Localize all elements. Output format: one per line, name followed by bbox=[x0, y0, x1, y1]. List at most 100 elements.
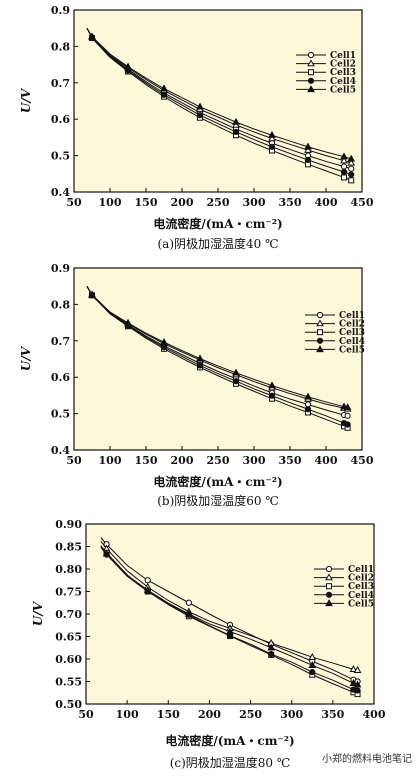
legend-entry: Cell1 bbox=[314, 565, 374, 575]
x-tick-label: 450 bbox=[351, 196, 374, 209]
legend-entry: Cell4 bbox=[296, 77, 356, 87]
x-tick-label: 50 bbox=[78, 708, 94, 721]
legend-marker bbox=[325, 599, 333, 607]
y-axis-label: U/V bbox=[19, 87, 33, 113]
x-tick-label: 250 bbox=[207, 196, 230, 209]
data-point bbox=[348, 165, 355, 172]
series-cell4 bbox=[86, 285, 351, 428]
watermark: 小郑的燃料电池笔记 bbox=[322, 752, 412, 765]
data-point bbox=[268, 381, 276, 389]
x-axis-label: 电流密度/(mA・cm⁻²) bbox=[165, 733, 294, 748]
legend-marker bbox=[326, 583, 332, 590]
x-tick-label: 450 bbox=[351, 454, 374, 467]
data-point bbox=[340, 156, 348, 164]
x-tick-label: 350 bbox=[279, 454, 302, 467]
data-point bbox=[267, 643, 275, 651]
legend-entry: Cell3 bbox=[296, 68, 356, 78]
data-point bbox=[304, 145, 312, 153]
x-tick-label: 200 bbox=[171, 196, 194, 209]
plot-area bbox=[73, 267, 363, 451]
y-tick-label: 0.7 bbox=[51, 77, 70, 90]
data-point bbox=[343, 403, 352, 411]
legend-marker bbox=[325, 573, 333, 581]
y-tick-label: 0.6 bbox=[51, 113, 70, 126]
legend-label: Cell3 bbox=[348, 582, 374, 592]
legend-marker bbox=[307, 51, 315, 59]
data-point bbox=[340, 168, 348, 176]
legend-label: Cell2 bbox=[330, 60, 356, 70]
x-tick-label: 400 bbox=[315, 454, 338, 467]
legend-entry: Cell2 bbox=[314, 573, 374, 584]
data-point bbox=[308, 652, 317, 660]
legend-marker bbox=[317, 329, 323, 336]
data-point bbox=[88, 290, 96, 298]
data-point bbox=[88, 32, 96, 40]
data-point bbox=[232, 368, 240, 376]
series-line bbox=[86, 285, 348, 425]
y-tick-label: 0.70 bbox=[55, 608, 82, 621]
data-point bbox=[143, 585, 152, 593]
data-point bbox=[268, 134, 276, 142]
data-point bbox=[185, 599, 192, 606]
y-tick-label: 0.75 bbox=[55, 586, 82, 599]
series-cell5 bbox=[100, 546, 362, 688]
y-tick-label: 0.9 bbox=[51, 4, 70, 17]
plot-area bbox=[73, 9, 363, 193]
y-axis-label: U/V bbox=[31, 600, 45, 626]
y-tick-label: 0.8 bbox=[51, 298, 70, 311]
legend-marker bbox=[316, 337, 324, 344]
series-line bbox=[86, 285, 348, 417]
data-point bbox=[196, 362, 204, 369]
series-line bbox=[86, 285, 348, 408]
data-point bbox=[160, 338, 168, 345]
data-point bbox=[304, 406, 312, 413]
x-tick-label: 100 bbox=[99, 196, 122, 209]
series-line bbox=[86, 27, 352, 175]
x-axis-label: 电流密度/(mA・cm⁻²) bbox=[153, 474, 282, 489]
panel-caption: (b)阴极加湿温度60 ℃ bbox=[157, 493, 279, 508]
legend-entry: Cell3 bbox=[314, 582, 374, 592]
data-point bbox=[347, 158, 356, 166]
data-point bbox=[344, 421, 351, 428]
y-tick-label: 0.9 bbox=[51, 262, 70, 275]
data-point bbox=[341, 174, 347, 181]
legend-marker bbox=[325, 565, 333, 573]
chart-panel-0: 50 100 150 200 250 300 350 400 450 0.4 0.5 0.6 0.7 0.… bbox=[19, 4, 374, 251]
data-point bbox=[304, 156, 312, 164]
panel-caption: (c)阴极加湿温度80 ℃ bbox=[170, 755, 291, 770]
x-tick-label: 200 bbox=[198, 708, 221, 721]
legend-entry: Cell4 bbox=[314, 591, 374, 601]
legend-label: Cell1 bbox=[330, 51, 356, 61]
data-point bbox=[349, 679, 358, 686]
series-line bbox=[86, 285, 348, 410]
legend-entry: Cell2 bbox=[296, 59, 356, 70]
x-tick-label: 100 bbox=[116, 708, 139, 721]
data-point bbox=[344, 412, 351, 419]
legend-label: Cell3 bbox=[339, 328, 365, 338]
legend-label: Cell5 bbox=[348, 599, 374, 609]
legend-entry: Cell5 bbox=[314, 599, 374, 609]
y-tick-label: 0.6 bbox=[51, 371, 70, 384]
data-point bbox=[160, 344, 168, 351]
data-point bbox=[308, 661, 317, 668]
y-tick-label: 0.80 bbox=[55, 563, 82, 576]
y-tick-label: 0.55 bbox=[55, 676, 82, 689]
x-axis-label: 电流密度/(mA・cm⁻²) bbox=[153, 216, 282, 231]
x-tick-label: 350 bbox=[279, 196, 302, 209]
data-point bbox=[196, 354, 204, 362]
legend-label: Cell1 bbox=[339, 311, 365, 321]
x-tick-label: 300 bbox=[280, 708, 303, 721]
y-tick-label: 0.4 bbox=[51, 186, 70, 199]
series-line bbox=[86, 285, 348, 429]
x-tick-label: 250 bbox=[207, 454, 230, 467]
data-point bbox=[268, 143, 276, 150]
data-point bbox=[232, 128, 240, 136]
legend-entry: Cell5 bbox=[305, 345, 365, 355]
legend-label: Cell3 bbox=[330, 68, 356, 78]
data-point bbox=[340, 163, 348, 170]
y-axis-label: U/V bbox=[19, 345, 33, 371]
data-point bbox=[348, 171, 355, 178]
x-tick-label: 400 bbox=[315, 196, 338, 209]
legend-label: Cell4 bbox=[330, 77, 356, 87]
